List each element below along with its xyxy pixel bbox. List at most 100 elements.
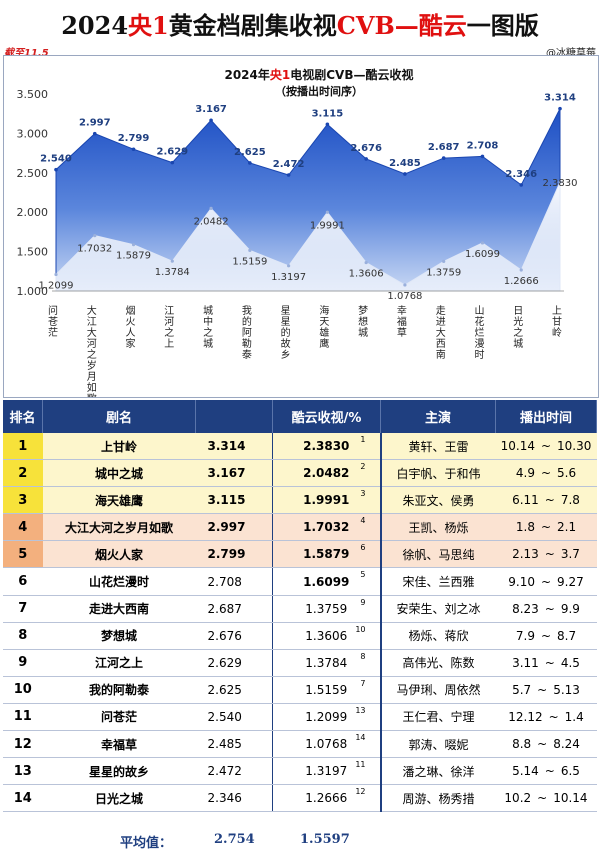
start-date: 10.14: [500, 439, 535, 454]
date-separator: ~: [537, 737, 548, 752]
col-name: 剧名: [42, 400, 196, 433]
kuyun-rank: 5: [360, 570, 366, 580]
date-separator: ~: [544, 493, 555, 508]
start-date: 7.9: [515, 628, 535, 643]
rank-cell: 12: [3, 730, 43, 759]
kuyun-point: [558, 180, 562, 184]
y-tick-label: 2.500: [17, 167, 49, 180]
actors-cell: 白宇帆、于和伟: [379, 459, 496, 488]
airtime-cell: 10.14 ~10.30: [495, 433, 597, 461]
title-cell: 烟火人家: [42, 540, 196, 569]
title-cell: 江河之上: [42, 649, 196, 677]
actors-cell: 高伟光、陈数: [379, 649, 496, 677]
kuyun-rank: 8: [360, 651, 366, 661]
title-cell: 我的阿勒泰: [42, 676, 196, 704]
cvb-point: [480, 154, 485, 159]
end-date: 4.5: [560, 655, 580, 670]
kuyun-rank: 14: [355, 733, 366, 743]
x-tick-label: 问苍茫: [46, 304, 58, 338]
x-tick-label: 海天雄鹰: [317, 304, 329, 349]
cvb-point: [519, 183, 524, 187]
y-tick-label: 2.000: [17, 206, 49, 219]
title-cell: 海天雄鹰: [42, 486, 196, 515]
actors-cell: 郭涛、啜妮: [379, 730, 496, 759]
kuyun-value: 1.3606: [305, 628, 348, 643]
end-date: 6.5: [560, 764, 580, 779]
airtime-cell: 4.9 ~5.6: [495, 459, 597, 488]
actors-cell: 黄轩、王雷: [379, 433, 496, 461]
rank-cell: 9: [3, 649, 43, 677]
cvb-cell: 2.629: [195, 649, 273, 677]
table-row: 3 海天雄鹰 3.115 1.9991 3 朱亚文、侯勇 6.11 ~7.8: [3, 486, 597, 515]
rank-cell: 5: [3, 540, 43, 569]
airtime-cell: 1.8 ~2.1: [495, 513, 597, 542]
end-date: 1.4: [564, 709, 584, 724]
rank-cell: 8: [3, 622, 43, 650]
x-tick-label: 山花烂漫时: [472, 305, 484, 360]
cvb-cell: 2.687: [195, 595, 273, 623]
kuyun-data-label: 1.3784: [155, 267, 190, 278]
x-tick-label: 江河之上: [162, 305, 174, 349]
kuyun-data-label: 1.2099: [39, 280, 74, 291]
title-cell: 问苍茫: [42, 703, 196, 732]
kuyun-data-label: 1.3197: [271, 272, 306, 283]
rank-cell: 7: [3, 595, 43, 623]
rank-cell: 4: [3, 513, 43, 542]
kuyun-cell: 2.3830 1: [272, 433, 381, 461]
kuyun-value: 1.0768: [305, 737, 348, 752]
kuyun-value: 2.3830: [303, 439, 350, 454]
kuyun-data-label: 2.0482: [194, 216, 229, 227]
cvb-point: [558, 106, 562, 111]
end-date: 3.7: [560, 547, 580, 562]
kuyun-point: [519, 268, 523, 272]
kuyun-point: [325, 210, 329, 214]
cvb-data-label: 3.115: [312, 108, 344, 119]
kuyun-value: 1.3759: [305, 601, 348, 616]
page-title: 2024央1黄金档剧集收视CVB—酷云一图版: [61, 11, 539, 40]
table-header-row: 排名 剧名 酷云收视/% 主演 播出时间: [3, 400, 597, 433]
start-date: 4.9: [515, 466, 535, 481]
cvb-cell: 2.708: [195, 567, 273, 596]
cvb-data-label: 2.687: [428, 142, 460, 153]
kuyun-data-label: 1.3606: [349, 269, 384, 280]
average-cvb: 2.754: [214, 832, 255, 847]
x-tick-label: 烟火人家: [123, 304, 135, 349]
start-date: 2.13: [512, 547, 539, 562]
title-cell: 上甘岭: [42, 433, 196, 461]
table-row: 6 山花烂漫时 2.708 1.6099 5 宋佳、兰西雅 9.10 ~9.27: [3, 567, 597, 596]
x-tick-label: 城中之城: [201, 305, 213, 349]
cvb-data-label: 2.472: [273, 159, 305, 170]
x-tick-label: 走进大西南: [433, 305, 445, 360]
cvb-data-label: 2.346: [505, 169, 537, 180]
kuyun-cell: 1.2099 13: [272, 703, 381, 732]
kuyun-rank: 12: [355, 787, 366, 797]
kuyun-data-label: 1.9991: [310, 220, 345, 231]
cvb-cell: 2.625: [195, 676, 273, 704]
start-date: 5.7: [512, 682, 532, 697]
y-tick-label: 1.500: [17, 246, 49, 259]
kuyun-point: [480, 241, 485, 245]
kuyun-point: [209, 206, 213, 211]
actors-cell: 周游、杨秀措: [379, 784, 496, 813]
table-row: 2 城中之城 3.167 2.0482 2 白宇帆、于和伟 4.9 ~5.6: [3, 459, 597, 488]
kuyun-cell: 1.3759 9: [272, 595, 381, 623]
kuyun-cell: 1.5879 6: [272, 540, 381, 569]
kuyun-rank: 7: [360, 678, 366, 688]
rank-cell: 1: [3, 433, 43, 461]
cvb-point: [170, 160, 175, 165]
cvb-point: [441, 156, 446, 160]
actors-cell: 杨烁、蒋欣: [379, 622, 496, 650]
title-cell: 星星的故乡: [42, 757, 196, 786]
actors-cell: 王凯、杨烁: [379, 513, 496, 542]
kuyun-rank: 11: [355, 760, 366, 770]
cvb-data-label: 3.314: [544, 93, 576, 104]
cvb-cell: 2.997: [195, 513, 273, 542]
cvb-point: [364, 157, 368, 161]
col-rank: 排名: [3, 400, 43, 433]
kuyun-cell: 1.9991 3: [272, 486, 381, 515]
table-row: 10 我的阿勒泰 2.625 1.5159 7 马伊琍、周依然 5.7 ~5.13: [3, 676, 597, 704]
kuyun-value: 2.0482: [303, 466, 350, 481]
start-date: 8.23: [512, 601, 539, 616]
cvb-data-label: 2.485: [389, 158, 421, 169]
kuyun-value: 1.2666: [305, 791, 348, 806]
